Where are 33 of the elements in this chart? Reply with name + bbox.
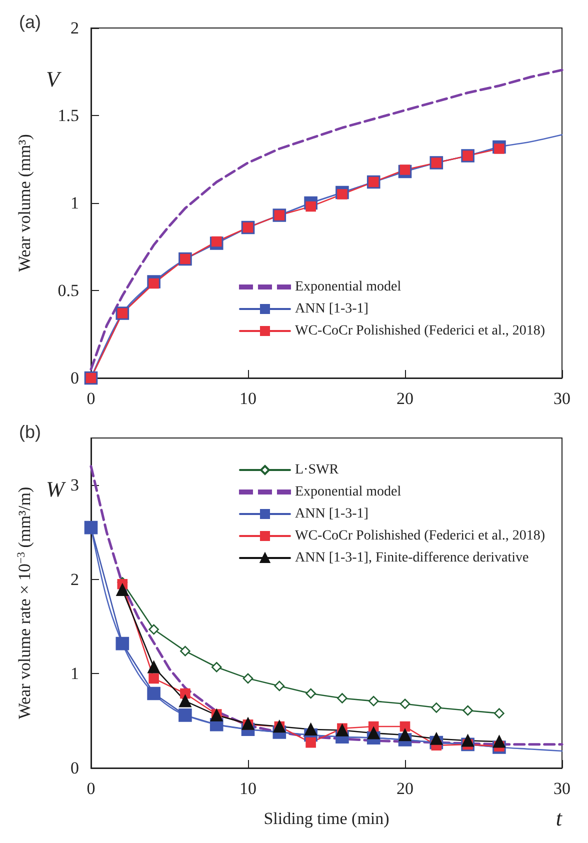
y-tick-label: 2 (70, 570, 79, 589)
legend-label: ANN [1-3-1], Finite-difference derivative (294, 550, 529, 566)
y-tick-label: 3 (70, 476, 79, 495)
x-tick-label: 10 (240, 389, 256, 408)
y-tick-label: 0 (70, 758, 79, 778)
legend-label: Exponential model (294, 484, 402, 500)
y-axis-title: Wear volume (mm³) (15, 134, 34, 272)
y-axis-title: Wear volume rate × 10−3 (mm³/m) (15, 486, 34, 720)
x-axis-title: Sliding time (min) (264, 809, 390, 828)
legend-label: ANN [1-3-1] (294, 506, 368, 522)
legend-label: ANN [1-3-1] (294, 302, 368, 316)
y-tick-label: 0.5 (58, 281, 79, 300)
legend-label: WC-CoCr Polishished (Federici et al., 2018) (294, 528, 546, 544)
legend-label: L·SWR (294, 462, 340, 478)
x-tick-label: 30 (554, 389, 570, 408)
y-tick-label: 1 (70, 194, 79, 212)
text: t (556, 806, 563, 830)
legend-label: WC-CoCr Polishished (Federici et al., 2018) (294, 324, 546, 338)
chart-title: (a) (19, 12, 41, 32)
x-tick-label: 0 (86, 779, 96, 798)
x-tick-label: 20 (396, 389, 414, 408)
text: V (46, 66, 62, 92)
y-tick-label: 0 (70, 368, 79, 388)
chart-title: (b) (19, 422, 41, 442)
x-tick-label: 10 (240, 779, 256, 798)
y-tick-label: 1 (70, 664, 79, 684)
x-tick-label: 0 (86, 389, 96, 408)
x-tick-label: 20 (396, 779, 414, 798)
y-tick-label: 1.5 (58, 106, 79, 125)
text: W (46, 476, 66, 502)
x-tick-label: 30 (554, 779, 570, 798)
legend-label: Exponential model (294, 280, 402, 294)
y-tick-label: 2 (70, 18, 79, 38)
